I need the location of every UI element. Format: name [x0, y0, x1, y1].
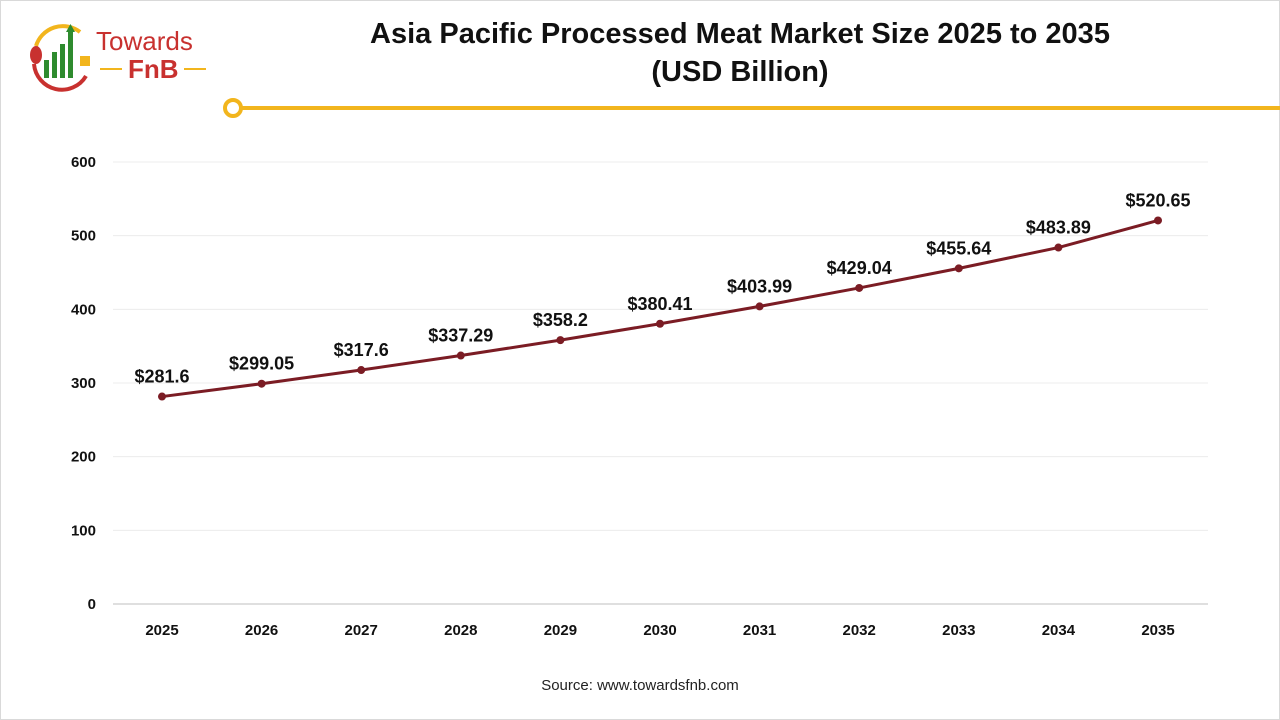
x-tick-label: 2029 — [544, 622, 577, 639]
data-label: $455.64 — [926, 238, 991, 258]
x-tick-label: 2035 — [1141, 622, 1174, 639]
data-label: $520.65 — [1125, 190, 1190, 210]
towards-fnb-logo: Towards FnB — [30, 24, 206, 92]
x-tick-label: 2031 — [743, 622, 776, 639]
svg-text:FnB: FnB — [128, 54, 179, 84]
header-accent-dot — [223, 98, 243, 118]
data-point — [257, 379, 266, 388]
data-label: $337.29 — [428, 326, 493, 346]
y-tick-label: 400 — [71, 301, 96, 318]
x-tick-label: 2033 — [942, 622, 975, 639]
x-tick-label: 2027 — [345, 622, 378, 639]
x-tick-label: 2028 — [444, 622, 477, 639]
svg-text:Towards: Towards — [96, 26, 193, 56]
y-tick-label: 0 — [88, 596, 96, 613]
data-point — [1154, 216, 1162, 225]
x-tick-label: 2030 — [643, 622, 676, 639]
data-point — [656, 319, 664, 328]
y-tick-label: 600 — [71, 154, 96, 171]
data-label: $429.04 — [827, 258, 892, 278]
data-point — [855, 283, 864, 292]
y-tick-label: 500 — [71, 228, 96, 245]
data-label: $299.05 — [229, 354, 294, 374]
y-tick-label: 200 — [71, 449, 96, 466]
x-tick-label: 2034 — [1042, 622, 1076, 639]
data-point — [556, 336, 565, 345]
x-tick-label: 2026 — [245, 622, 278, 639]
data-label: $380.41 — [627, 294, 692, 314]
data-label: $403.99 — [727, 276, 792, 296]
data-point — [755, 302, 764, 311]
data-point — [456, 351, 465, 360]
data-point — [158, 392, 166, 401]
x-tick-label: 2032 — [843, 622, 876, 639]
data-label: $317.6 — [334, 340, 389, 360]
chart-title-line2: (USD Billion) — [651, 56, 829, 88]
data-point — [954, 264, 963, 273]
data-label: $358.2 — [533, 310, 588, 330]
data-label: $281.6 — [134, 367, 189, 387]
data-point — [1054, 243, 1063, 252]
data-point — [357, 366, 366, 375]
y-tick-label: 300 — [71, 375, 96, 392]
chart-title-line1: Asia Pacific Processed Meat Market Size … — [370, 18, 1110, 50]
x-tick-label: 2025 — [145, 622, 178, 639]
source-note: Source: www.towardsfnb.com — [541, 677, 739, 694]
y-tick-label: 100 — [71, 522, 96, 539]
data-label: $483.89 — [1026, 218, 1091, 238]
